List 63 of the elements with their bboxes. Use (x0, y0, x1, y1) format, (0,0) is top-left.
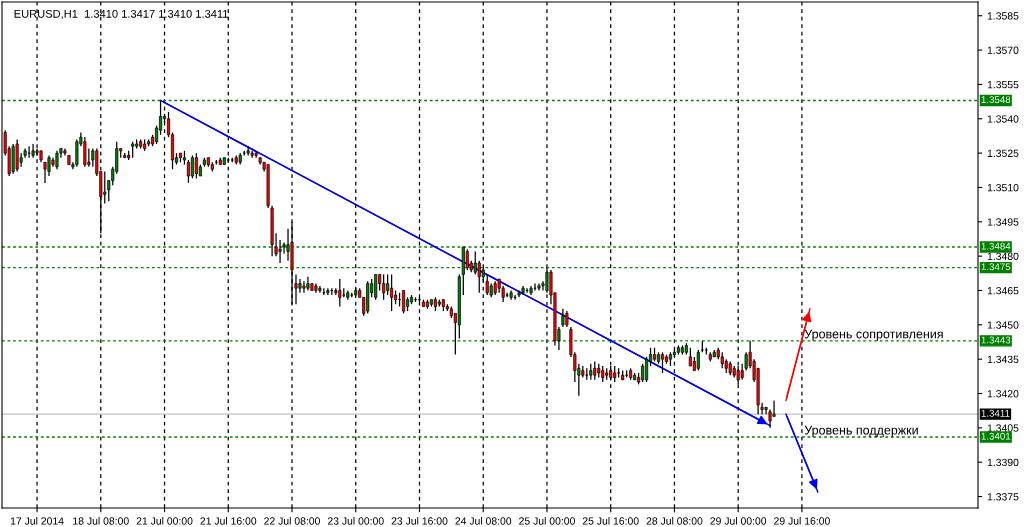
y-tick-label: 1.3420 (987, 390, 1019, 398)
y-tick-label: 1.3375 (987, 493, 1019, 501)
y-tick-label: 1.3525 (987, 149, 1019, 157)
y-tick-label: 1.3510 (987, 183, 1019, 192)
candlestick (660, 351, 665, 374)
x-tick-label: 23 Jul 00:00 (327, 517, 384, 525)
candlestick (83, 136, 87, 168)
candlestick (43, 161, 47, 184)
x-tick-label: 28 Jul 08:00 (646, 517, 703, 525)
x-tick-label: 21 Jul 16:00 (200, 517, 257, 525)
candlestick (645, 356, 649, 383)
ref-line-label: 1.3411 (981, 409, 1010, 417)
ref-line-label: 1.3401 (981, 432, 1011, 440)
y-tick-label: 1.3570 (987, 46, 1019, 54)
ref-line-label: 1.3484 (981, 242, 1011, 250)
candlestick (402, 289, 406, 315)
annotation: Уровень поддержки (804, 425, 918, 438)
candlestick (772, 399, 776, 418)
y-tick-label: 1.3450 (987, 321, 1019, 329)
candlestick (561, 308, 565, 328)
y-tick-label: 1.3585 (987, 12, 1019, 20)
candlestick (55, 150, 59, 170)
candlestick (390, 273, 394, 312)
candlestick (386, 273, 390, 296)
y-tick-label: 1.3435 (987, 355, 1019, 364)
x-tick-label: 29 Jul 00:00 (710, 517, 767, 525)
candlestick (593, 360, 597, 381)
candlestick (382, 273, 386, 301)
x-tick-label: 24 Jul 08:00 (455, 517, 512, 525)
candlestick (190, 154, 194, 179)
y-tick-label: 1.3540 (987, 115, 1019, 123)
candlestick (103, 170, 107, 205)
candlestick (194, 152, 198, 179)
y-tick-label: 1.3390 (987, 458, 1019, 467)
x-tick-label: 18 Jul 08:00 (73, 517, 129, 525)
x-tick-label: 21 Jul 00:00 (136, 517, 193, 525)
x-tick-label: 25 Jul 16:00 (582, 517, 639, 525)
candlestick (27, 145, 31, 159)
ref-line-label: 1.3475 (981, 263, 1011, 271)
candlestick (473, 250, 477, 276)
candlestick (374, 273, 378, 301)
ref-line-label: 1.3548 (981, 96, 1011, 104)
candlestick (302, 280, 306, 294)
candlestick (338, 278, 342, 308)
annotation: Уровень сопротивления (804, 329, 943, 341)
x-tick-label: 23 Jul 16:00 (391, 517, 448, 525)
candlestick (186, 159, 190, 184)
x-tick-label: 25 Jul 00:00 (519, 517, 575, 525)
candlestick (465, 248, 469, 271)
y-tick-label: 1.3555 (987, 80, 1019, 89)
y-tick-label: 1.3495 (987, 218, 1019, 226)
candlestick (688, 347, 692, 367)
y-tick-label: 1.3480 (987, 252, 1019, 261)
y-tick-label: 1.3405 (987, 424, 1019, 432)
candlestick (298, 278, 302, 294)
y-tick-label: 1.3465 (987, 286, 1019, 295)
text: EURUSD,H1 1.3410 1.3417 1.3410 1.3411 (14, 9, 228, 20)
x-tick-label: 29 Jul 16:00 (774, 517, 830, 525)
candlestick (641, 363, 645, 383)
x-tick-label: 17 Jul 2014 (10, 517, 64, 525)
ref-line-label: 1.3443 (981, 336, 1011, 344)
x-tick-label: 22 Jul 08:00 (264, 517, 320, 525)
candlestick (696, 349, 700, 372)
